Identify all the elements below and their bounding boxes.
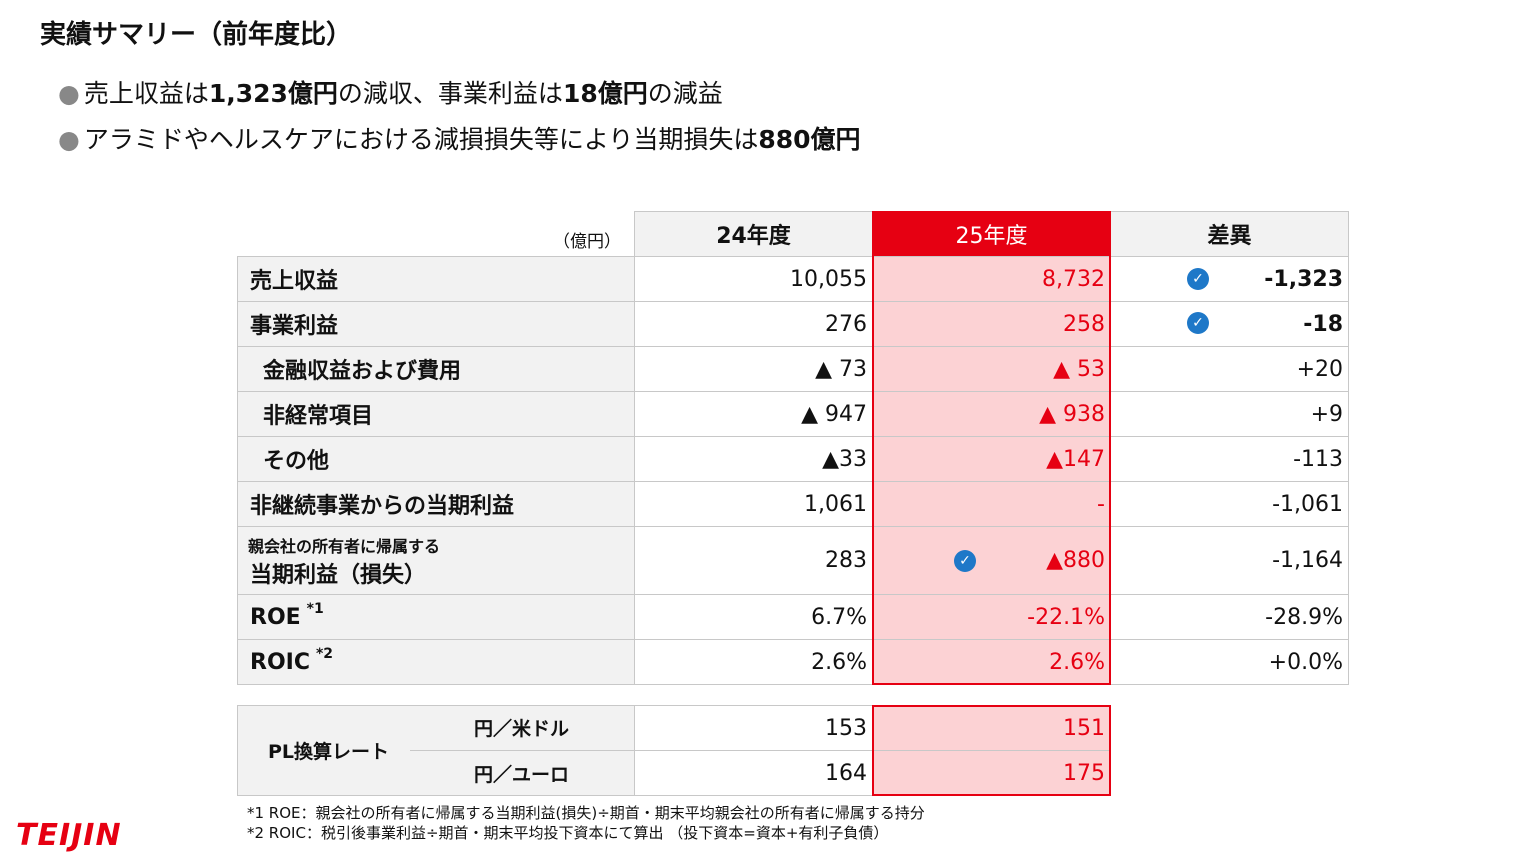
label-text: 売上収益 xyxy=(250,269,339,294)
row-label: 非継続事業からの当期利益 xyxy=(237,481,635,527)
value: -28.9% xyxy=(1110,594,1349,640)
value: 10,055 xyxy=(634,256,873,302)
value: -1,323 xyxy=(1110,256,1349,302)
value: ▲880 xyxy=(872,526,1111,595)
value: 2.6% xyxy=(634,639,873,685)
rate-label: 円／米ドル xyxy=(410,705,634,751)
value: ▲33 xyxy=(634,436,873,482)
column-header: 差異 xyxy=(1110,211,1349,257)
row-label: 非経常項目 xyxy=(237,391,635,437)
text: 1,323億円 xyxy=(208,79,338,108)
value: ▲ 938 xyxy=(872,391,1111,437)
value: 8,732 xyxy=(872,256,1111,302)
value: ▲147 xyxy=(872,436,1111,482)
value: -18 xyxy=(1110,301,1349,347)
label-text: ROIC xyxy=(250,649,310,675)
text: の減収、事業利益は xyxy=(337,79,563,108)
value: - xyxy=(872,481,1111,527)
title: 実績サマリー（前年度比） xyxy=(40,20,353,50)
label-text: 非継続事業からの当期利益 xyxy=(250,494,515,519)
check-icon: ✓ xyxy=(1187,312,1209,334)
label-text: その他 xyxy=(263,449,330,474)
logo: TEIJIN xyxy=(16,818,122,853)
bullet: ● 売上収益は1,323億円の減収、事業利益は18億円の減益 xyxy=(58,79,723,108)
value: -113 xyxy=(1110,436,1349,482)
check-icon: ✓ xyxy=(1187,268,1209,290)
text: アラミドやヘルスケアにおける減損損失等により当期損失は xyxy=(83,125,759,154)
note: *2 xyxy=(315,646,334,662)
text: 880億円 xyxy=(758,125,861,154)
column-header: 24年度 xyxy=(634,211,873,257)
row-label: その他 xyxy=(237,436,635,482)
rate-value: 175 xyxy=(872,750,1111,796)
value: -1,061 xyxy=(1110,481,1349,527)
rate-value: 153 xyxy=(634,705,873,751)
value: 258 xyxy=(872,301,1111,347)
value: -22.1% xyxy=(872,594,1111,640)
column-header: 25年度 xyxy=(872,211,1111,257)
check-icon: ✓ xyxy=(954,550,976,572)
text: の減益 xyxy=(647,79,723,108)
label-text: 事業利益 xyxy=(250,314,339,339)
footnote: *1 ROE：親会社の所有者に帰属する当期利益(損失)÷期首・期末平均親会社の所… xyxy=(247,804,925,822)
value: ▲ 73 xyxy=(634,346,873,392)
value: 6.7% xyxy=(634,594,873,640)
row-label: ROE *1 xyxy=(237,594,635,640)
value: 2.6% xyxy=(872,639,1111,685)
value: +20 xyxy=(1110,346,1349,392)
value: 1,061 xyxy=(634,481,873,527)
rate-label: 円／ユーロ xyxy=(474,763,570,786)
note: *1 xyxy=(306,601,324,617)
value: +9 xyxy=(1110,391,1349,437)
value: ▲ 53 xyxy=(872,346,1111,392)
row-label: 金融収益および費用 xyxy=(237,346,635,392)
rate-value: 151 xyxy=(872,705,1111,751)
bullet: ● アラミドやヘルスケアにおける減損損失等により当期損失は880億円 xyxy=(58,125,861,154)
row-label: ROIC *2 xyxy=(237,639,635,685)
value: -1,164 xyxy=(1110,526,1349,595)
footnote: *2 ROIC：税引後事業利益÷期首・期末平均投下資本にて算出 （投下資本=資本… xyxy=(247,824,889,842)
value: 283 xyxy=(634,526,873,595)
rate-value: 164 xyxy=(634,750,873,796)
label-text: ROE xyxy=(250,604,301,630)
row-label: 事業利益 xyxy=(237,301,635,347)
row-label: 親会社の所有者に帰属する当期利益（損失） xyxy=(237,526,635,595)
label-text: 非経常項目 xyxy=(263,404,374,429)
unit: （億円） xyxy=(553,231,621,252)
label-text: 当期利益（損失） xyxy=(250,562,427,588)
text: 売上収益は xyxy=(83,79,209,108)
label-prefix: 親会社の所有者に帰属する xyxy=(248,536,441,556)
value: ▲ 947 xyxy=(634,391,873,437)
text: 18億円 xyxy=(562,79,648,108)
value: 276 xyxy=(634,301,873,347)
value: +0.0% xyxy=(1110,639,1349,685)
row-label: 売上収益 xyxy=(237,256,635,302)
label-text: 金融収益および費用 xyxy=(263,359,462,384)
